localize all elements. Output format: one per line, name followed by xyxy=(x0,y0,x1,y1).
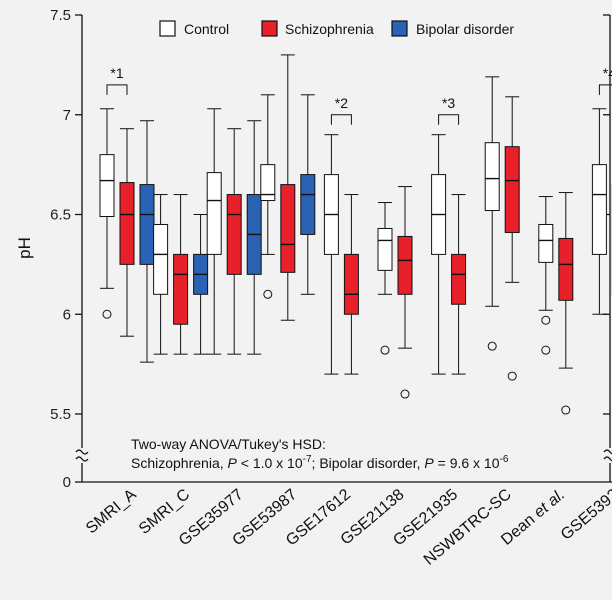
stats-annotation: Two-way ANOVA/Tukey's HSD: Schizophrenia… xyxy=(131,436,509,471)
plot-area xyxy=(82,14,612,482)
y-tick-label: 0 xyxy=(63,474,71,491)
box-control xyxy=(99,154,115,217)
legend-label-control: Control xyxy=(184,21,229,37)
x-tick-label: GSE5392 xyxy=(558,486,612,544)
box-group-gse21935 xyxy=(431,134,467,375)
box-schizophrenia xyxy=(504,146,520,233)
y-ticks: 7.5 7 6.5 6 5.5 0 xyxy=(50,7,610,491)
stats-p-value-1: < 1.0 x 10 xyxy=(237,455,303,471)
outlier-control xyxy=(263,289,273,299)
significance-brackets: *1 *2 *3 *4 xyxy=(106,65,612,125)
stats-exponent-1: -7 xyxy=(303,454,312,465)
right-axis-break-bottom xyxy=(603,456,612,462)
x-tick-label-etal: et al. xyxy=(531,486,568,521)
significance-label: *2 xyxy=(335,95,348,111)
y-tick-label: 7 xyxy=(63,107,71,124)
box-schizophrenia xyxy=(343,253,359,315)
stats-p-symbol-1: P xyxy=(228,455,238,471)
significance-label: *1 xyxy=(110,65,123,81)
box-group-gse53987 xyxy=(260,54,316,321)
left-axis-break-top xyxy=(75,449,89,455)
outlier-schizophrenia xyxy=(561,405,571,415)
y-tick-label: 6 xyxy=(63,306,71,323)
y-tick-label: 7.5 xyxy=(50,7,71,24)
left-axis-break-bottom xyxy=(75,456,89,462)
box-control xyxy=(591,164,607,255)
box-control xyxy=(377,227,393,271)
y-axis-title: pH xyxy=(15,237,34,259)
box-group-smri-a xyxy=(99,108,155,363)
significance-label: *3 xyxy=(442,95,455,111)
significance-bracket xyxy=(598,84,612,95)
outlier-control xyxy=(541,315,551,325)
stats-line-1: Two-way ANOVA/Tukey's HSD: xyxy=(131,436,326,452)
legend-label-bipolar: Bipolar disorder xyxy=(416,21,514,37)
box-group-gse21138 xyxy=(377,186,413,399)
box-schizophrenia xyxy=(451,253,467,305)
legend-swatch-control xyxy=(159,20,176,37)
box-control xyxy=(153,223,169,295)
box-bipolar-disorder xyxy=(300,174,316,235)
box-group-nswbtrc-sc xyxy=(484,76,520,381)
outlier-schizophrenia xyxy=(507,371,517,381)
stats-line-2: Schizophrenia, P < 1.0 x 10-7; Bipolar d… xyxy=(131,454,509,471)
significance-label: *4 xyxy=(603,65,612,81)
box-control xyxy=(206,172,222,255)
y-tick-label: 5.5 xyxy=(50,406,71,423)
box-group-dean-et-al xyxy=(538,192,574,415)
legend-swatch-bipolar xyxy=(391,20,408,37)
stats-exponent-2: -6 xyxy=(500,454,509,465)
outlier-control xyxy=(102,309,112,319)
box-control xyxy=(260,164,276,202)
box-schizophrenia xyxy=(119,182,135,265)
box-group-gse17612 xyxy=(323,134,359,375)
box-schizophrenia xyxy=(397,235,413,295)
legend: Control Schizophrenia Bipolar disorder xyxy=(159,20,514,37)
outlier-control xyxy=(541,345,551,355)
right-axis-break-top xyxy=(603,449,612,455)
box-bipolar-disorder xyxy=(139,184,155,265)
legend-swatch-schizophrenia xyxy=(261,20,278,37)
stats-szh-label: Schizophrenia, xyxy=(131,455,228,471)
box-schizophrenia xyxy=(226,194,242,275)
box-schizophrenia xyxy=(558,237,574,301)
box-group-gse35977 xyxy=(206,108,262,355)
x-tick-label: SMRI_A xyxy=(83,486,140,538)
outlier-schizophrenia xyxy=(400,389,410,399)
boxes xyxy=(99,54,612,415)
legend-label-schizophrenia: Schizophrenia xyxy=(285,21,374,37)
box-group-smri-c xyxy=(153,194,209,355)
box-group-gse5392 xyxy=(591,108,612,315)
y-tick-label: 6.5 xyxy=(50,207,71,224)
stats-p-value-2: = 9.6 x 10 xyxy=(434,455,500,471)
box-schizophrenia xyxy=(280,184,296,273)
box-control xyxy=(538,223,554,263)
axes xyxy=(75,15,612,483)
category-labels: SMRI_ASMRI_CGSE35977GSE53987GSE17612GSE2… xyxy=(83,486,612,569)
significance-bracket xyxy=(438,114,460,125)
significance-bracket xyxy=(106,84,128,95)
box-control xyxy=(484,142,500,212)
significance-bracket xyxy=(330,114,352,125)
outlier-control xyxy=(380,345,390,355)
stats-bipolar-label: ; Bipolar disorder, xyxy=(312,455,425,471)
outlier-control xyxy=(487,341,497,351)
stats-p-symbol-2: P xyxy=(424,455,434,471)
box-schizophrenia xyxy=(173,253,189,325)
